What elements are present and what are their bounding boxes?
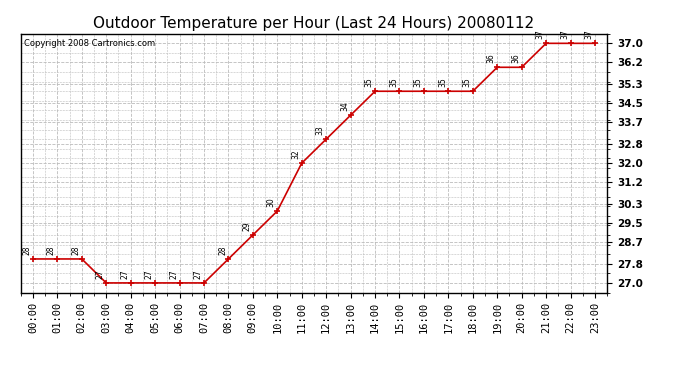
Text: 28: 28 [23, 245, 32, 255]
Text: 27: 27 [169, 269, 178, 279]
Text: 27: 27 [120, 269, 129, 279]
Text: 28: 28 [47, 245, 56, 255]
Text: 36: 36 [511, 53, 520, 63]
Text: 36: 36 [487, 53, 496, 63]
Text: Copyright 2008 Cartronics.com: Copyright 2008 Cartronics.com [23, 39, 155, 48]
Text: 34: 34 [340, 101, 349, 111]
Text: 32: 32 [291, 149, 300, 159]
Text: 37: 37 [560, 29, 569, 39]
Text: 27: 27 [194, 269, 203, 279]
Text: 35: 35 [413, 77, 422, 87]
Text: 37: 37 [535, 29, 544, 39]
Text: 37: 37 [584, 29, 593, 39]
Text: 27: 27 [145, 269, 154, 279]
Text: 33: 33 [316, 125, 325, 135]
Text: 35: 35 [389, 77, 398, 87]
Text: 27: 27 [96, 269, 105, 279]
Text: 28: 28 [218, 245, 227, 255]
Text: 29: 29 [242, 221, 251, 231]
Title: Outdoor Temperature per Hour (Last 24 Hours) 20080112: Outdoor Temperature per Hour (Last 24 Ho… [93, 16, 535, 31]
Text: 35: 35 [438, 77, 447, 87]
Text: 28: 28 [71, 245, 81, 255]
Text: 35: 35 [364, 77, 374, 87]
Text: 35: 35 [462, 77, 471, 87]
Text: 30: 30 [267, 197, 276, 207]
